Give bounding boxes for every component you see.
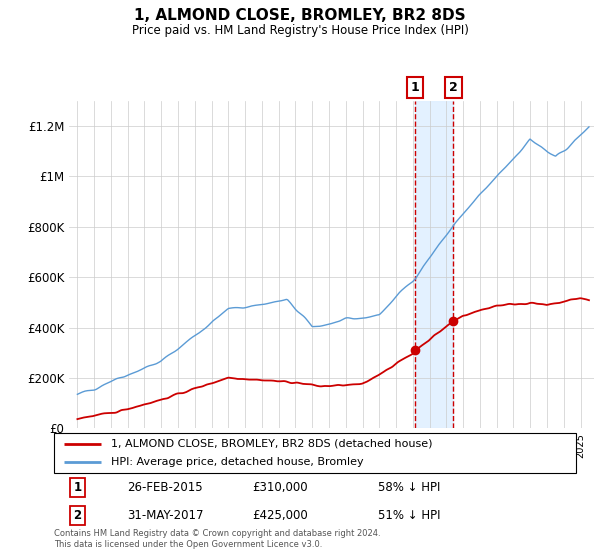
Text: 1, ALMOND CLOSE, BROMLEY, BR2 8DS: 1, ALMOND CLOSE, BROMLEY, BR2 8DS (134, 8, 466, 24)
FancyBboxPatch shape (54, 433, 576, 473)
Text: Contains HM Land Registry data © Crown copyright and database right 2024.
This d: Contains HM Land Registry data © Crown c… (54, 529, 380, 549)
Text: 31-MAY-2017: 31-MAY-2017 (127, 509, 203, 522)
Text: Price paid vs. HM Land Registry's House Price Index (HPI): Price paid vs. HM Land Registry's House … (131, 24, 469, 36)
Bar (415, 101, 454, 428)
Text: 2: 2 (449, 81, 458, 94)
Text: 1, ALMOND CLOSE, BROMLEY, BR2 8DS (detached house): 1, ALMOND CLOSE, BROMLEY, BR2 8DS (detac… (112, 439, 433, 449)
Text: £310,000: £310,000 (253, 480, 308, 493)
Text: 51% ↓ HPI: 51% ↓ HPI (377, 509, 440, 522)
Text: HPI: Average price, detached house, Bromley: HPI: Average price, detached house, Brom… (112, 458, 364, 467)
Text: 26-FEB-2015: 26-FEB-2015 (127, 480, 203, 493)
Text: 2: 2 (73, 509, 82, 522)
Text: £425,000: £425,000 (253, 509, 308, 522)
Text: 1: 1 (73, 480, 82, 493)
Text: 1: 1 (411, 81, 420, 94)
Text: 58% ↓ HPI: 58% ↓ HPI (377, 480, 440, 493)
